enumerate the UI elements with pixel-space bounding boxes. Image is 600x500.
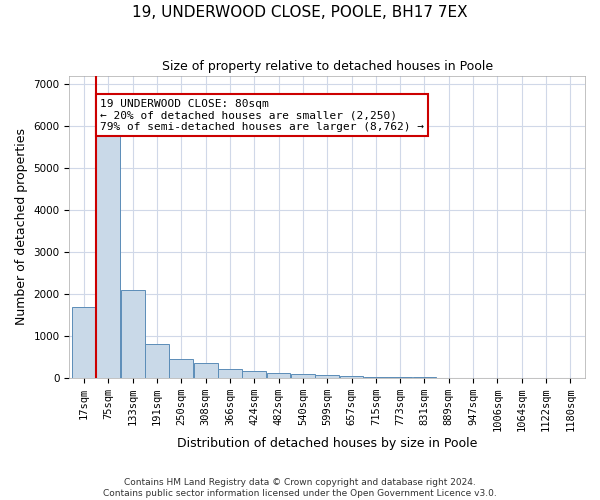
Bar xyxy=(121,290,145,378)
Bar xyxy=(242,372,266,378)
X-axis label: Distribution of detached houses by size in Poole: Distribution of detached houses by size … xyxy=(177,437,478,450)
Text: 19, UNDERWOOD CLOSE, POOLE, BH17 7EX: 19, UNDERWOOD CLOSE, POOLE, BH17 7EX xyxy=(132,5,468,20)
Bar xyxy=(194,364,218,378)
Y-axis label: Number of detached properties: Number of detached properties xyxy=(15,128,28,326)
Text: 19 UNDERWOOD CLOSE: 80sqm
← 20% of detached houses are smaller (2,250)
79% of se: 19 UNDERWOOD CLOSE: 80sqm ← 20% of detac… xyxy=(100,98,424,132)
Bar xyxy=(291,374,315,378)
Bar xyxy=(169,359,193,378)
Bar xyxy=(340,376,364,378)
Title: Size of property relative to detached houses in Poole: Size of property relative to detached ho… xyxy=(161,60,493,73)
Bar xyxy=(218,369,242,378)
Bar xyxy=(97,118,120,378)
Text: Contains HM Land Registry data © Crown copyright and database right 2024.
Contai: Contains HM Land Registry data © Crown c… xyxy=(103,478,497,498)
Bar xyxy=(364,376,388,378)
Bar xyxy=(315,375,339,378)
Bar xyxy=(72,306,96,378)
Bar xyxy=(145,344,169,378)
Bar xyxy=(388,377,412,378)
Bar xyxy=(266,373,290,378)
